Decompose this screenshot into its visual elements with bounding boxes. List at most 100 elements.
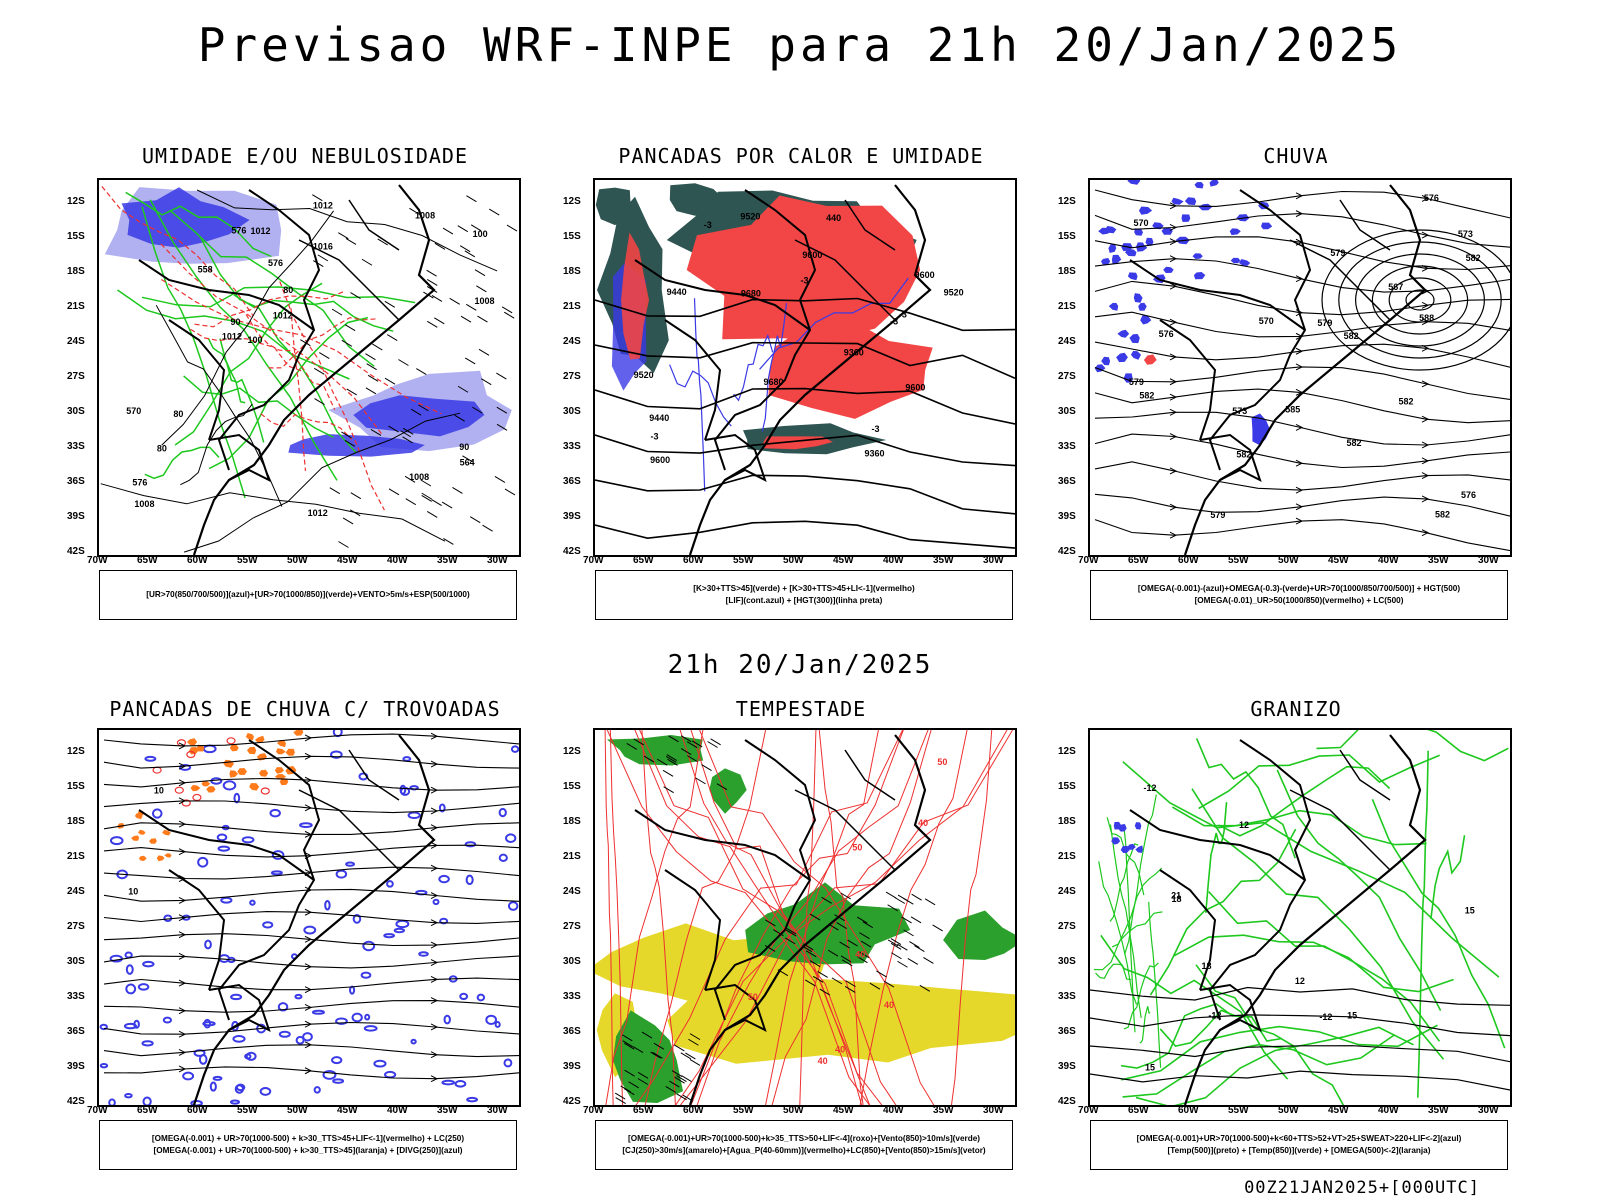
longitude-label: 60W xyxy=(187,555,208,566)
contour-label: -3 xyxy=(899,310,907,320)
longitude-label: 70W xyxy=(1078,1105,1099,1116)
legend-line: [OMEGA(-0.001)+UR>70(1000-500)+k<60+TTS>… xyxy=(1136,1134,1462,1143)
latitude-label: 36S xyxy=(1058,1026,1076,1037)
contour-label: 582 xyxy=(1139,390,1154,400)
contour-label: 1012 xyxy=(273,311,293,321)
latitude-label: 33S xyxy=(67,441,85,452)
contour-label: 579 xyxy=(1317,318,1332,328)
contour-label: 582 xyxy=(1435,509,1450,519)
longitude-label: 45W xyxy=(337,555,358,566)
longitude-label: 65W xyxy=(633,555,654,566)
legend-line: [OMEGA(-0.001) + UR>70(1000-500) + k>30_… xyxy=(151,1134,465,1143)
contour-label: 1008 xyxy=(415,211,435,221)
contour-label: 582 xyxy=(1466,253,1481,263)
longitude-label: 70W xyxy=(87,1105,108,1116)
latitude-label: 12S xyxy=(1058,196,1076,207)
contour-label: 588 xyxy=(1419,313,1434,323)
panel-legend: [OMEGA(-0.001) + UR>70(1000-500) + k>30_… xyxy=(99,1120,517,1170)
longitude-label: 55W xyxy=(1228,1105,1249,1116)
contour-label: 582 xyxy=(1344,331,1359,341)
contour-label: 582 xyxy=(1346,438,1361,448)
latitude-label: 12S xyxy=(1058,746,1076,757)
contour-label: 9680 xyxy=(741,289,761,299)
longitude-label: 70W xyxy=(583,1105,604,1116)
latitude-label: 27S xyxy=(563,371,581,382)
contour-label: 1016 xyxy=(313,241,333,251)
contour-label: 9520 xyxy=(740,211,760,221)
forecast-map: 582 582 585 588 582 582 582 579 576 579 582 579 576 5… xyxy=(1088,178,1512,557)
contour-label: 585 xyxy=(1285,404,1300,414)
longitude-label: 70W xyxy=(583,555,604,566)
longitude-label: 60W xyxy=(187,1105,208,1116)
contour-label: 440 xyxy=(826,213,841,223)
panel-legend: [OMEGA(-0.001)+UR>70(1000-500)+k<60+TTS>… xyxy=(1090,1120,1508,1170)
longitude-label: 45W xyxy=(1328,1105,1349,1116)
longitude-label: 60W xyxy=(1178,1105,1199,1116)
legend-line: [LIF](cont.azul) + [HGT(300)](linha pret… xyxy=(725,596,883,605)
longitude-label: 40W xyxy=(883,555,904,566)
latitude-label: 39S xyxy=(563,1061,581,1072)
contour-label: 40 xyxy=(835,1045,845,1055)
latitude-label: 36S xyxy=(563,476,581,487)
latitude-label: 18S xyxy=(563,816,581,827)
latitude-label: 27S xyxy=(1058,921,1076,932)
latitude-label: 42S xyxy=(563,546,581,557)
contour-label: 9440 xyxy=(667,287,687,297)
longitude-label: 40W xyxy=(387,1105,408,1116)
latitude-label: 30S xyxy=(1058,406,1076,417)
contour-label: 576 xyxy=(231,225,246,235)
latitude-label: 36S xyxy=(67,1026,85,1037)
latitude-label: 39S xyxy=(67,1061,85,1072)
longitude-label: 35W xyxy=(1428,1105,1449,1116)
latitude-label: 36S xyxy=(67,476,85,487)
longitude-label: 65W xyxy=(1128,555,1149,566)
contour-label: -3 xyxy=(704,220,712,230)
contour-label: 576 xyxy=(268,258,283,268)
forecast-map: 100 100 90 90 80 80 1012 1012 1012 1012 1008 1008 10… xyxy=(97,178,521,557)
panel-title: TEMPESTADE xyxy=(735,697,867,721)
longitude-label: 40W xyxy=(883,1105,904,1116)
latitude-label: 18S xyxy=(1058,816,1076,827)
contour-label: 9600 xyxy=(802,250,822,260)
longitude-label: 30W xyxy=(487,1105,508,1116)
longitude-label: 40W xyxy=(1378,1105,1399,1116)
contour-label: 15 xyxy=(1465,906,1475,916)
latitude-label: 39S xyxy=(67,511,85,522)
contour-label: 21 xyxy=(1171,891,1181,901)
map-canvas: 100 100 90 90 80 80 1012 1012 1012 1012 1008 1008 10… xyxy=(100,184,518,555)
contour-label: -3 xyxy=(872,424,880,434)
contour-label: 576 xyxy=(1461,490,1476,500)
longitude-label: 50W xyxy=(1278,555,1299,566)
latitude-label: 27S xyxy=(563,921,581,932)
longitude-label: 70W xyxy=(1078,555,1099,566)
latitude-label: 33S xyxy=(1058,991,1076,1002)
latitude-label: 42S xyxy=(67,546,85,557)
latitude-label: 21S xyxy=(1058,301,1076,312)
contour-label: 576 xyxy=(1159,329,1174,339)
longitude-label: 50W xyxy=(287,1105,308,1116)
panel-legend: [OMEGA(-0.001)+UR>70(1000-500)+k>35_TTS>… xyxy=(595,1120,1013,1170)
forecast-map: 40 40 50 40 50 40 40 50 xyxy=(593,728,1017,1107)
contour-label: 12 xyxy=(1295,976,1305,986)
latitude-label: 12S xyxy=(563,196,581,207)
run-timestamp: 00Z21JAN2025+[000UTC] xyxy=(1244,1178,1480,1198)
contour-label: 558 xyxy=(198,265,213,275)
longitude-label: 55W xyxy=(1228,555,1249,566)
longitude-label: 50W xyxy=(783,1105,804,1116)
longitude-label: 45W xyxy=(1328,555,1349,566)
latitude-label: 24S xyxy=(563,886,581,897)
latitude-label: 21S xyxy=(67,851,85,862)
contour-label: 12 xyxy=(1239,820,1249,830)
longitude-label: 30W xyxy=(983,555,1004,566)
contour-label: 9360 xyxy=(864,449,884,459)
contour-label: 9440 xyxy=(649,413,669,423)
forecast-map: 9600 9600 9680 9680 9600 9600 9520 9520 9440 9520… xyxy=(593,178,1017,557)
longitude-label: 65W xyxy=(633,1105,654,1116)
contour-label: 573 xyxy=(1458,229,1473,239)
longitude-label: 55W xyxy=(733,1105,754,1116)
panel-title: CHUVA xyxy=(1263,144,1329,168)
contour-label: 15 xyxy=(1145,1063,1155,1073)
longitude-label: 55W xyxy=(237,555,258,566)
longitude-label: 60W xyxy=(683,1105,704,1116)
